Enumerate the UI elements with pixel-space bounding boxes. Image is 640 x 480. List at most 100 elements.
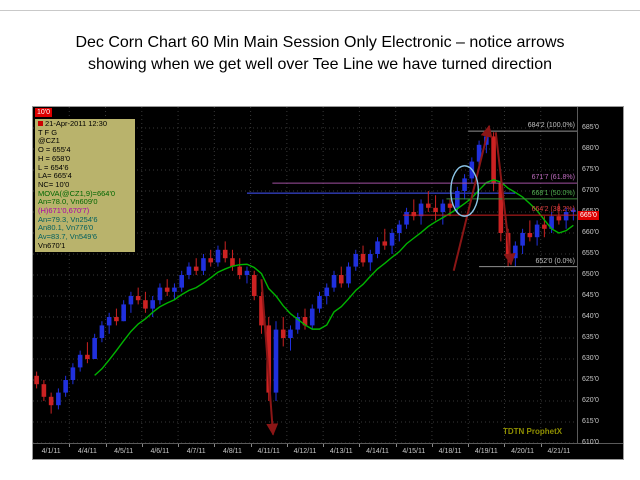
date-tick-label: 4/11/11 <box>257 448 280 455</box>
candle <box>237 258 243 280</box>
price-axis-divider <box>577 107 578 443</box>
candle <box>411 199 417 221</box>
date-tick-label: 4/20/11 <box>511 448 535 455</box>
candle <box>520 228 525 254</box>
candle <box>128 291 134 313</box>
candle <box>317 291 322 313</box>
candle <box>121 300 126 322</box>
trend-arrow[interactable] <box>494 132 516 266</box>
candle <box>396 220 402 242</box>
candle <box>324 283 330 305</box>
info-line: NC= 10'0 <box>38 179 70 189</box>
candle <box>63 375 68 397</box>
date-tick-label: 4/14/11 <box>366 448 389 455</box>
price-tick-label: 685'0 <box>582 124 599 131</box>
candle <box>309 304 315 330</box>
info-line: An=79.3, Vn254'6 <box>38 214 98 224</box>
highlight-ellipse[interactable] <box>450 165 480 217</box>
date-tick-mark <box>105 444 107 447</box>
date-tick-mark <box>468 444 470 447</box>
candle <box>56 388 61 410</box>
info-line: An=78.0, Vn609'0 <box>38 197 98 207</box>
candle <box>302 308 308 330</box>
candle <box>338 266 344 288</box>
price-tick-label: 620'0 <box>582 397 599 404</box>
candle <box>244 266 250 284</box>
candle <box>201 254 206 275</box>
candle <box>498 178 504 242</box>
date-tick-mark <box>250 444 252 447</box>
date-axis[interactable]: 4/1/11 4/4/11 4/5/11 4/6/11 4/7/11 4/8/11 4/11… <box>33 444 577 459</box>
candle <box>34 371 39 389</box>
candle <box>179 270 184 292</box>
date-tick-mark <box>504 444 506 447</box>
candle <box>491 132 496 191</box>
info-line: Av=83.7, Vn549'6 <box>38 232 98 242</box>
net-change-badge: 10'0 <box>35 108 53 117</box>
price-tick-label: 655'0 <box>582 250 599 257</box>
candle <box>556 203 562 225</box>
date-tick-mark <box>323 444 325 447</box>
date-tick-label: 4/12/11 <box>293 448 317 455</box>
date-tick-mark <box>540 444 542 447</box>
info-line: Vn670'1 <box>38 240 66 250</box>
price-tick-label: 625'0 <box>582 376 599 383</box>
candle <box>455 186 460 212</box>
last-price-badge: 665'0 <box>578 211 599 221</box>
candles-layer <box>34 131 576 414</box>
date-tick-label: 4/4/11 <box>77 448 97 455</box>
trend-arrow[interactable] <box>260 279 279 436</box>
info-line: H = 658'0 <box>38 153 71 163</box>
date-tick-label: 4/13/11 <box>329 448 353 455</box>
date-tick-label: 4/1/11 <box>41 448 61 455</box>
date-tick-label: 4/18/11 <box>438 448 462 455</box>
candle <box>106 312 112 334</box>
caption-line-2: showing when we get well over Tee Line w… <box>88 56 552 73</box>
trend-arrow[interactable] <box>452 124 493 272</box>
date-tick-label: 4/8/11 <box>222 448 242 455</box>
price-tick-label: 640'0 <box>582 313 599 320</box>
candle <box>150 296 155 317</box>
candle <box>382 228 388 250</box>
price-tick-label: 635'0 <box>582 334 599 341</box>
candle <box>114 308 119 326</box>
candle <box>99 321 105 343</box>
date-tick-label: 4/15/11 <box>402 448 426 455</box>
fib-level-label: 671'7 (61.8%) <box>531 174 575 182</box>
candle <box>41 380 47 401</box>
price-tick-label: 645'0 <box>582 292 599 299</box>
candle <box>288 325 293 351</box>
info-line: MOVA(@CZ1,9)=664'0 <box>38 188 116 198</box>
info-line: @CZ1 <box>38 136 60 146</box>
date-axis-divider <box>33 443 623 444</box>
candle <box>353 249 359 271</box>
candle <box>172 283 177 301</box>
tee-line-ma <box>94 179 574 376</box>
candle <box>208 249 214 267</box>
price-tick-label: 630'0 <box>582 355 599 362</box>
price-tick-label: 650'0 <box>582 271 599 278</box>
candle <box>433 195 438 221</box>
date-tick-mark <box>214 444 216 447</box>
candle <box>563 207 569 229</box>
candle <box>230 249 235 271</box>
date-tick-label: 4/6/11 <box>150 448 170 455</box>
candle <box>404 207 409 229</box>
date-tick-label: 4/5/11 <box>114 448 134 455</box>
date-tick-mark <box>431 444 433 447</box>
candle <box>346 262 351 288</box>
candle <box>215 245 221 267</box>
date-tick-label: 4/7/11 <box>186 448 206 455</box>
candle <box>571 207 576 221</box>
candle <box>360 245 366 267</box>
fib-level-label: 668'1 (50.0%) <box>531 189 575 197</box>
info-line: O = 655'4 <box>38 145 71 155</box>
caption-line-1: Dec Corn Chart 60 Min Main Session Only … <box>75 34 565 51</box>
info-line: 21-Apr-2011 12:30 <box>38 119 132 129</box>
red-square-icon <box>38 121 43 126</box>
candle <box>143 291 148 313</box>
candle <box>280 317 286 347</box>
candle <box>426 191 431 212</box>
price-axis[interactable]: 610'0 615'0 620'0 625'0 630'0 635'0 640'0 645'0… <box>578 107 623 446</box>
